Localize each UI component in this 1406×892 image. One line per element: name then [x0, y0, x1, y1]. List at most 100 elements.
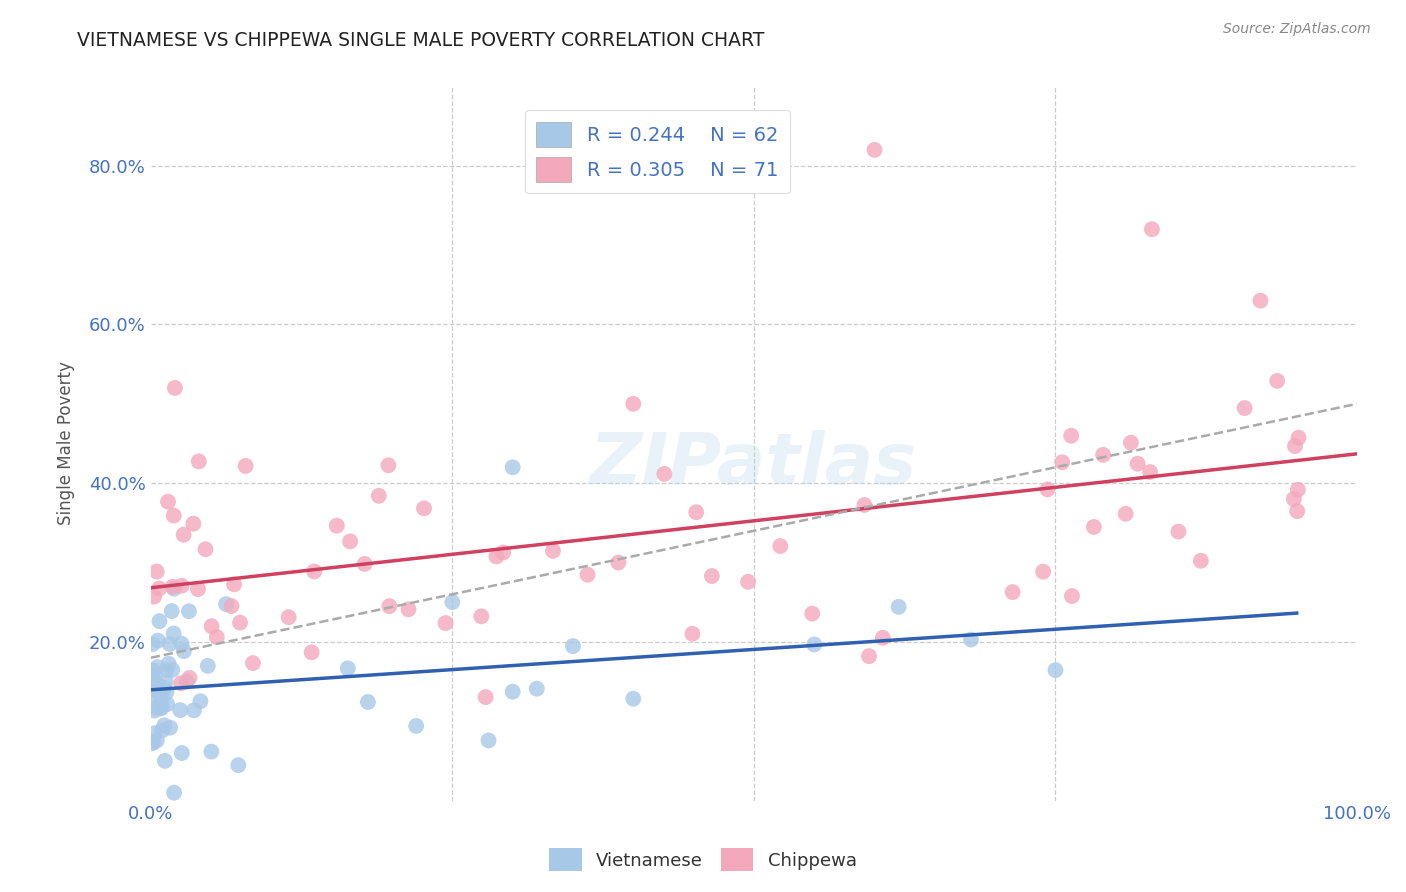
Point	[863, 143, 886, 157]
Point	[145, 674, 167, 689]
Point	[153, 681, 176, 695]
Point	[148, 614, 170, 628]
Point	[700, 569, 723, 583]
Point	[336, 661, 359, 675]
Point	[141, 637, 163, 651]
Point	[737, 574, 759, 589]
Point	[205, 630, 228, 644]
Point	[141, 681, 163, 695]
Point	[160, 604, 183, 618]
Point	[685, 505, 707, 519]
Point	[434, 615, 457, 630]
Point	[339, 534, 361, 549]
Point	[146, 660, 169, 674]
Point	[177, 604, 200, 618]
Point	[143, 704, 166, 718]
Point	[163, 582, 186, 596]
Point	[1032, 565, 1054, 579]
Point	[200, 745, 222, 759]
Point	[1126, 457, 1149, 471]
Point	[853, 498, 876, 512]
Point	[541, 544, 564, 558]
Point	[1282, 491, 1305, 506]
Point	[1167, 524, 1189, 539]
Point	[159, 721, 181, 735]
Point	[170, 676, 193, 690]
Point	[170, 746, 193, 760]
Point	[183, 703, 205, 717]
Point	[377, 458, 399, 473]
Point	[1250, 293, 1272, 308]
Point	[1045, 663, 1067, 677]
Point	[1060, 589, 1083, 603]
Point	[1115, 507, 1137, 521]
Point	[169, 703, 191, 717]
Point	[502, 460, 524, 475]
Point	[156, 494, 179, 508]
Point	[1284, 439, 1306, 453]
Point	[887, 599, 910, 614]
Point	[150, 723, 173, 738]
Point	[146, 633, 169, 648]
Point	[197, 658, 219, 673]
Point	[367, 489, 389, 503]
Point	[149, 680, 172, 694]
Point	[221, 599, 243, 613]
Point	[173, 644, 195, 658]
Point	[1288, 431, 1310, 445]
Point	[1060, 428, 1083, 442]
Point	[470, 609, 492, 624]
Y-axis label: Single Male Poverty: Single Male Poverty	[58, 361, 75, 525]
Point	[441, 595, 464, 609]
Point	[413, 501, 436, 516]
Point	[1286, 483, 1309, 497]
Point	[405, 719, 427, 733]
Point	[170, 637, 193, 651]
Point	[1036, 483, 1059, 497]
Point	[769, 539, 792, 553]
Point	[1083, 520, 1105, 534]
Point	[357, 695, 380, 709]
Point	[801, 607, 824, 621]
Point	[492, 545, 515, 559]
Point	[215, 597, 238, 611]
Point	[607, 556, 630, 570]
Point	[229, 615, 252, 630]
Point	[398, 602, 420, 616]
Point	[155, 663, 177, 677]
Point	[1189, 554, 1212, 568]
Point	[170, 579, 193, 593]
Point	[526, 681, 548, 696]
Point	[858, 649, 880, 664]
Point	[1233, 401, 1256, 415]
Point	[150, 691, 173, 706]
Point	[163, 786, 186, 800]
Point	[301, 645, 323, 659]
Point	[157, 657, 180, 671]
Text: VIETNAMESE VS CHIPPEWA SINGLE MALE POVERTY CORRELATION CHART: VIETNAMESE VS CHIPPEWA SINGLE MALE POVER…	[77, 31, 765, 50]
Point	[142, 664, 165, 678]
Text: ZIPatlas: ZIPatlas	[591, 431, 918, 500]
Point	[194, 542, 217, 557]
Point	[159, 637, 181, 651]
Point	[1286, 504, 1309, 518]
Point	[162, 580, 184, 594]
Point	[277, 610, 299, 624]
Point	[162, 663, 184, 677]
Point	[145, 700, 167, 714]
Point	[242, 656, 264, 670]
Point	[222, 577, 245, 591]
Point	[141, 736, 163, 750]
Point	[148, 582, 170, 596]
Point	[201, 619, 224, 633]
Point	[485, 549, 508, 564]
Point	[141, 668, 163, 682]
Point	[149, 701, 172, 715]
Point	[1140, 222, 1163, 236]
Point	[190, 694, 212, 708]
Point	[1119, 435, 1142, 450]
Point	[803, 638, 825, 652]
Point	[145, 565, 167, 579]
Point	[163, 508, 186, 523]
Point	[163, 381, 186, 395]
